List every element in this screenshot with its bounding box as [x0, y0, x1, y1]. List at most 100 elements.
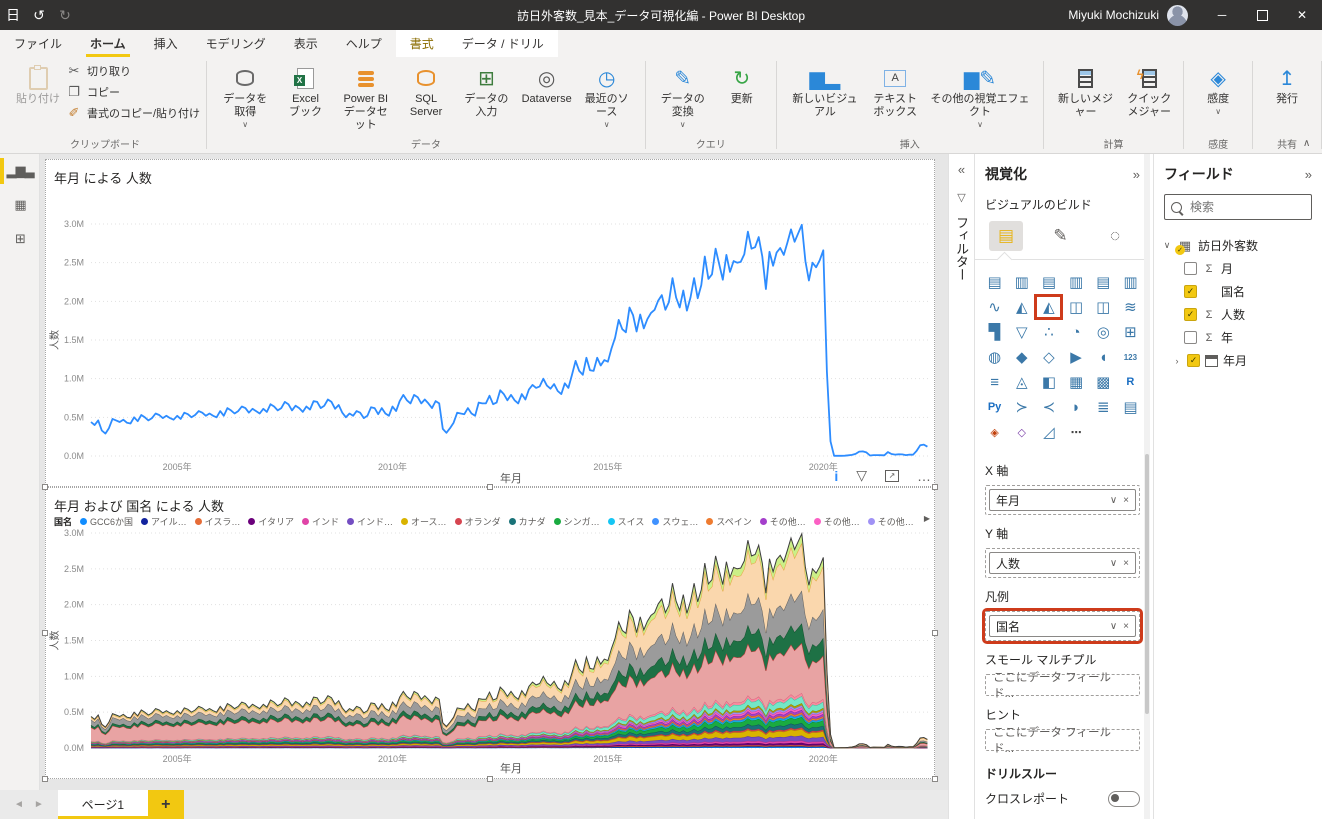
field-checkbox[interactable]: ✓ [1187, 354, 1200, 367]
resize-handle[interactable] [932, 776, 938, 782]
ribbon-chart-icon[interactable]: ≋ [1124, 299, 1137, 316]
table-row-hoinichi[interactable]: ∨ ▦ ✓ 訪日外客数 [1163, 238, 1259, 255]
filter-icon[interactable]: ▽ [856, 467, 867, 483]
matrix-icon[interactable]: ▩ [1096, 374, 1111, 391]
paginated-report-icon[interactable]: ▤ [1123, 399, 1138, 416]
analytics-tab[interactable]: ◌ [1109, 226, 1121, 245]
y-axis-well[interactable]: 人数 ∨ × [985, 548, 1140, 578]
clustered-bar-chart-icon[interactable]: ▤ [1041, 274, 1056, 291]
legend-item[interactable]: オース… [401, 515, 447, 528]
resize-handle[interactable] [42, 776, 48, 782]
focus-mode-icon[interactable]: ↗ [885, 469, 899, 482]
chevron-down-icon[interactable]: ∨ [1109, 620, 1118, 632]
remove-field-icon[interactable]: × [1123, 557, 1129, 569]
python-script-icon[interactable]: Py [987, 401, 1002, 413]
table-icon[interactable]: ▦ [1068, 374, 1084, 391]
add-page-button[interactable]: + [147, 790, 184, 819]
resize-handle[interactable] [42, 630, 48, 636]
metrics-icon[interactable]: ◿ [1043, 424, 1055, 441]
more-visuals-button[interactable]: ▆✎ その他の視覚エフェクト ∨ [930, 67, 1030, 130]
funnel-chart-icon[interactable]: ▽ [1015, 324, 1028, 341]
next-page-icon[interactable]: ► [33, 799, 44, 810]
power-bi-datasets-button[interactable]: Power BI データセット [334, 61, 399, 134]
close-button[interactable]: ✕ [1296, 8, 1308, 22]
multi-row-card-icon[interactable]: ≡ [990, 373, 999, 391]
q-and-a-icon[interactable]: ◗ [1071, 398, 1081, 416]
format-visual-tab[interactable]: ✎ [1053, 226, 1068, 245]
more-options-icon[interactable]: … [917, 467, 931, 484]
legend-item[interactable]: シンガ… [553, 515, 600, 528]
report-view-button[interactable]: ▂▆▃ [0, 154, 40, 188]
field-checkbox[interactable]: ✓ [1184, 308, 1197, 321]
new-visual-button[interactable]: ▆▂ 新しいビジュアル [792, 67, 858, 119]
filled-map-icon[interactable]: ◆ [1015, 349, 1028, 366]
power-apps-icon[interactable]: ◈ [990, 426, 999, 439]
more-options-icon[interactable]: ⋯ [1070, 426, 1082, 439]
area-chart-icon[interactable]: ◭ [1015, 299, 1028, 316]
report-page[interactable]: 年月 による 人数 0.0M 0.5M 1.0M 1.5M 2.0M 2.5M 3.0M 20… [42, 159, 938, 782]
publish-button[interactable]: ↥ 発行 [1276, 67, 1299, 106]
sensitivity-button[interactable]: ◈ 感度 ∨ [1207, 67, 1230, 117]
field-search-box[interactable] [1164, 194, 1312, 220]
legend-scroll-right-icon[interactable]: ▶ [923, 514, 930, 523]
legend-item[interactable]: アイル… [141, 515, 187, 528]
collapse-ribbon-icon[interactable]: ∧ [1303, 138, 1311, 149]
scatter-chart-icon[interactable]: ∴ [1044, 324, 1054, 341]
y-axis-field-pill[interactable]: 人数 ∨ × [989, 552, 1136, 574]
x-axis-field-pill[interactable]: 年月 ∨ × [989, 489, 1136, 511]
field-row-人数[interactable]: ✓ Σ 人数 [1154, 303, 1322, 326]
field-row-国名[interactable]: ✓ 国名 [1154, 280, 1322, 303]
100-stacked-column-chart-icon[interactable]: ▥ [1123, 274, 1138, 291]
sql-server-button[interactable]: SQL Server [398, 61, 454, 121]
new-measure-button[interactable]: 新しいメジャー [1050, 61, 1122, 121]
collapse-visualizations-pane-icon[interactable]: » [1132, 166, 1140, 182]
100-stacked-bar-chart-icon[interactable]: ▤ [1096, 274, 1111, 291]
expand-filter-pane-icon[interactable]: « [957, 162, 966, 177]
donut-chart-icon[interactable]: ◎ [1096, 324, 1110, 341]
filter-pane-collapsed[interactable]: « ▽ フィルター [948, 154, 975, 819]
field-checkbox[interactable] [1184, 262, 1197, 275]
tooltips-drop-area[interactable]: ここにデータ フィールド... [985, 727, 1140, 755]
chevron-down-icon[interactable]: ∨ [1109, 557, 1118, 569]
tab-home[interactable]: ホーム [76, 30, 140, 57]
power-automate-icon[interactable]: ◇ [1017, 426, 1026, 439]
resize-handle[interactable] [42, 484, 48, 490]
line-and-stacked-column-chart-icon[interactable]: ◫ [1068, 299, 1084, 316]
refresh-button[interactable]: ↻ 更新 [730, 67, 753, 106]
resize-handle[interactable] [932, 630, 938, 636]
model-view-button[interactable]: ⊞ [0, 222, 40, 256]
stacked-area-chart-icon[interactable]: ◭ [1034, 294, 1064, 320]
shape-map-icon[interactable]: ◇ [1043, 349, 1055, 366]
get-data-button[interactable]: データを取得 ∨ [213, 61, 278, 131]
text-box-button[interactable]: A テキスト ボックス [867, 61, 923, 121]
field-checkbox[interactable]: ✓ [1184, 285, 1197, 298]
tab-help[interactable]: ヘルプ [345, 37, 382, 51]
tab-format[interactable]: 書式 [395, 30, 448, 57]
resize-handle[interactable] [487, 484, 493, 490]
prev-page-icon[interactable]: ◄ [14, 799, 24, 810]
cross-report-toggle[interactable] [1108, 790, 1140, 807]
resize-handle[interactable] [487, 776, 493, 782]
pie-chart-icon[interactable]: ◔ [1071, 323, 1081, 341]
r-script-icon[interactable]: R [1126, 376, 1135, 388]
field-checkbox[interactable] [1184, 331, 1197, 344]
line-and-clustered-column-chart-icon[interactable]: ◫ [1096, 299, 1111, 316]
minimize-button[interactable]: ─ [1217, 8, 1227, 22]
map-icon[interactable]: ◍ [988, 349, 1002, 366]
info-icon[interactable]: i [834, 467, 839, 484]
legend-item[interactable]: その他… [813, 515, 860, 528]
avatar[interactable] [1167, 4, 1188, 26]
recent-sources-button[interactable]: ◷ 最近のソース ∨ [584, 67, 629, 130]
legend-item[interactable]: スウェ… [652, 515, 698, 528]
legend-item[interactable]: オランダ [454, 515, 501, 528]
visualizations-pane-scrollbar[interactable] [1144, 154, 1150, 819]
x-axis-well[interactable]: 年月 ∨ × [985, 485, 1140, 515]
field-row-年月[interactable]: › ✓ 年月 [1154, 349, 1322, 372]
card-icon[interactable]: 123 [1123, 352, 1138, 362]
remove-field-icon[interactable]: × [1123, 494, 1129, 506]
legend-field-pill[interactable]: 国名 ∨ × [989, 615, 1136, 637]
tab-insert[interactable]: 挿入 [153, 37, 178, 51]
tab-data-drill[interactable]: データ / ドリル [447, 30, 558, 57]
